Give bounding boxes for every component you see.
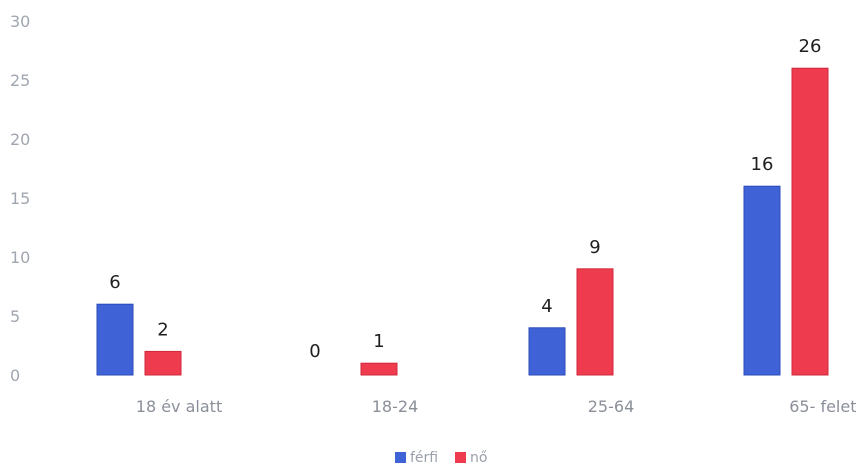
y-tick-label: 20 bbox=[10, 130, 30, 149]
y-tick-label: 0 bbox=[10, 366, 20, 385]
bar-no-2 bbox=[576, 268, 614, 376]
category-label: 18-24 bbox=[372, 397, 419, 416]
data-label: 26 bbox=[799, 36, 822, 57]
y-tick-label: 30 bbox=[10, 12, 30, 31]
y-tick-label: 15 bbox=[10, 189, 30, 208]
category-label: 25-64 bbox=[588, 397, 635, 416]
legend-label: nő bbox=[470, 450, 487, 466]
data-labels: 6 0 4 16 2 1 9 26 bbox=[109, 36, 821, 362]
y-tick-label: 10 bbox=[10, 248, 30, 267]
data-label: 0 bbox=[309, 341, 320, 362]
bar-no-3 bbox=[791, 67, 829, 376]
legend-label: férfi bbox=[410, 450, 438, 466]
bar-no-0 bbox=[144, 350, 182, 376]
legend: férfi nő bbox=[395, 450, 487, 466]
data-label: 1 bbox=[373, 331, 384, 352]
category-label: 18 év alatt bbox=[136, 397, 222, 416]
bars bbox=[96, 67, 829, 376]
bar-no-1 bbox=[360, 362, 398, 376]
y-tick-label: 5 bbox=[10, 307, 20, 326]
legend-swatch bbox=[395, 452, 406, 463]
data-label: 6 bbox=[109, 272, 120, 293]
bar-ferfi-0 bbox=[96, 303, 134, 376]
category-label: 65- felett bbox=[789, 397, 856, 416]
legend-swatch bbox=[455, 452, 466, 463]
data-label: 2 bbox=[157, 319, 168, 340]
bar-ferfi-2 bbox=[528, 327, 566, 376]
data-label: 9 bbox=[589, 237, 600, 258]
bar-ferfi-3 bbox=[743, 185, 781, 376]
data-label: 16 bbox=[751, 154, 774, 175]
y-tick-label: 25 bbox=[10, 71, 30, 90]
x-axis: 18 év alatt 18-24 25-64 65- felett bbox=[136, 397, 856, 416]
y-axis: 0 5 10 15 20 25 30 bbox=[10, 12, 30, 385]
data-label: 4 bbox=[541, 296, 552, 317]
